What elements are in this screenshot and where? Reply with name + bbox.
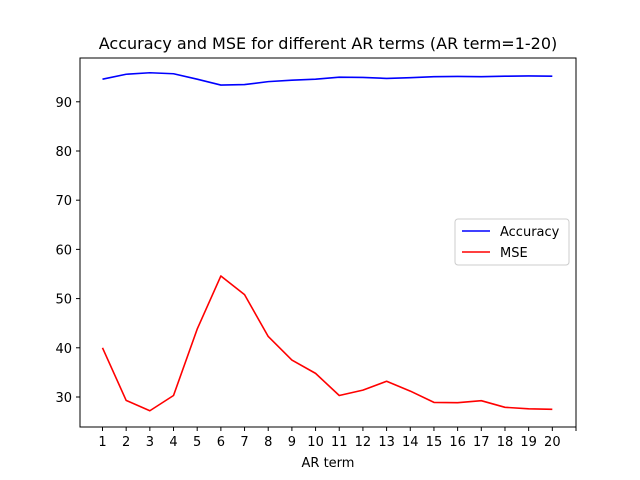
x-tick-label: 6 xyxy=(217,435,225,450)
legend-label-accuracy: Accuracy xyxy=(500,225,560,240)
x-tick-label: 19 xyxy=(520,435,537,450)
x-tick-label: 16 xyxy=(449,435,466,450)
x-tick-label: 14 xyxy=(402,435,419,450)
x-tick-label: 1 xyxy=(98,435,106,450)
x-tick-label: 11 xyxy=(331,435,348,450)
x-tick-label: 15 xyxy=(426,435,443,450)
x-tick-label: 20 xyxy=(544,435,561,450)
series-line-mse xyxy=(101,275,553,412)
y-tick-label: 90 xyxy=(55,96,72,111)
chart-title: Accuracy and MSE for different AR terms … xyxy=(99,34,558,53)
x-tick-label: 13 xyxy=(378,435,395,450)
x-tick-label: 17 xyxy=(473,435,490,450)
x-tick-label: 4 xyxy=(169,435,177,450)
x-tick-label: 12 xyxy=(355,435,372,450)
y-tick-label: 70 xyxy=(55,194,72,209)
x-tick-label: 7 xyxy=(240,435,248,450)
y-tick-label: 80 xyxy=(55,145,72,160)
x-axis-label: AR term xyxy=(302,456,355,471)
y-tick-label: 60 xyxy=(55,243,72,258)
legend-label-mse: MSE xyxy=(500,246,528,261)
x-tick-label: 2 xyxy=(122,435,130,450)
x-tick-label: 18 xyxy=(497,435,514,450)
x-tick-label: 10 xyxy=(307,435,324,450)
x-tick-label: 3 xyxy=(146,435,154,450)
y-axis: 30 40 50 60 70 80 90 xyxy=(55,96,80,406)
y-tick-label: 40 xyxy=(55,342,72,357)
legend: Accuracy MSE xyxy=(454,218,570,266)
x-tick-label: 9 xyxy=(288,435,296,450)
x-tick-label: 5 xyxy=(193,435,201,450)
x-axis: 1 2 3 4 5 6 7 8 9 10 11 12 13 14 15 16 17 18 19 20 xyxy=(98,427,577,450)
series-layer xyxy=(101,71,553,412)
series-line-accuracy xyxy=(102,71,553,86)
plot-frame xyxy=(79,57,577,428)
legend-entries: Accuracy MSE xyxy=(462,225,560,261)
y-tick-label: 30 xyxy=(55,391,72,406)
y-tick-label: 50 xyxy=(55,293,72,308)
x-tick-label: 8 xyxy=(264,435,272,450)
